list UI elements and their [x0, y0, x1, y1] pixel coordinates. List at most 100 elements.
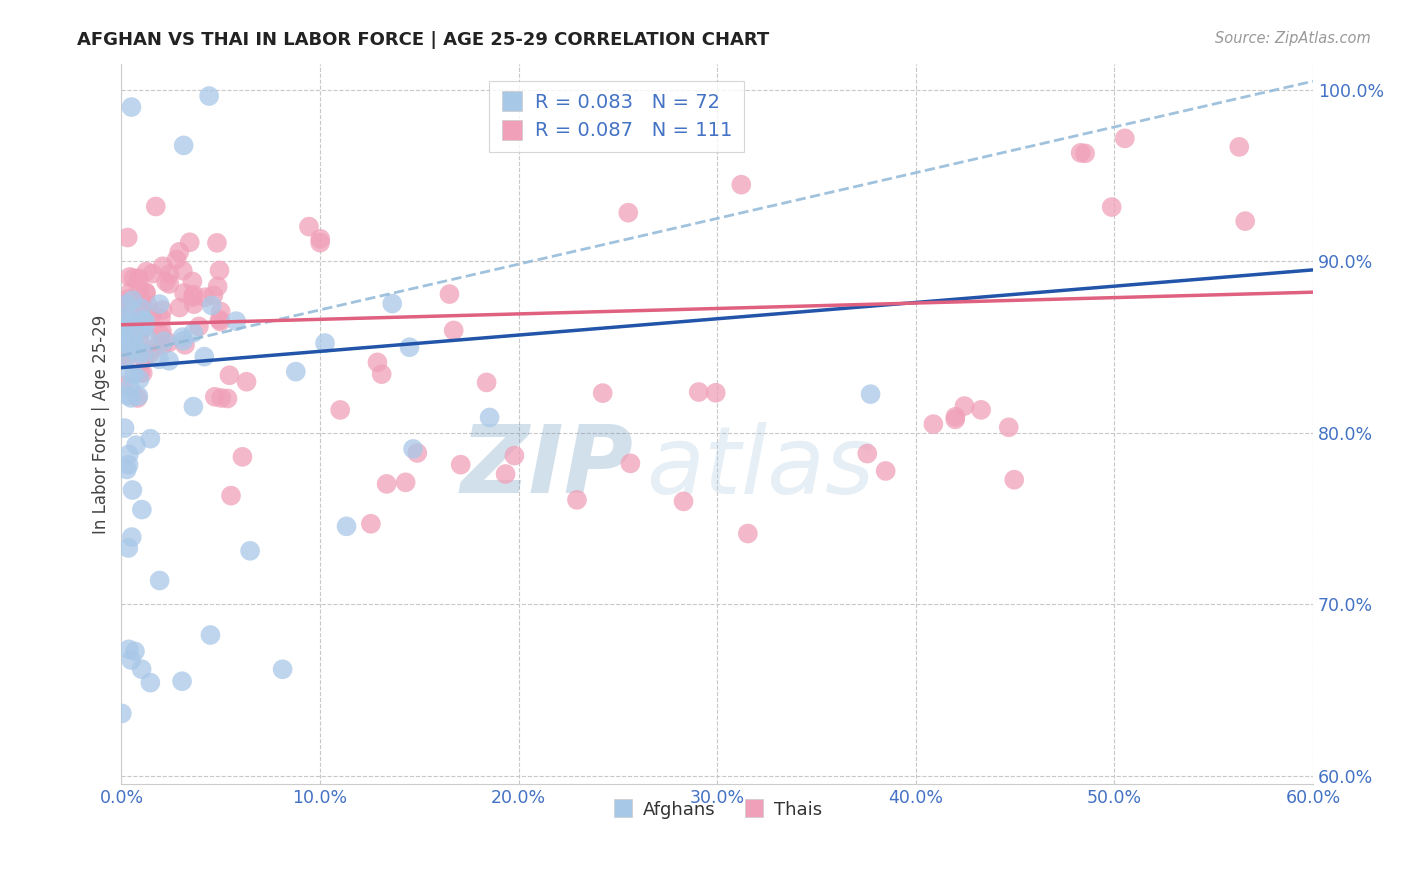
Point	[398, 340, 420, 354]
Point	[152, 338, 174, 352]
Point	[120, 317, 142, 331]
Point	[125, 438, 148, 452]
Point	[134, 315, 156, 329]
Point	[329, 403, 352, 417]
Point	[111, 706, 134, 721]
Point	[381, 296, 404, 310]
Point	[672, 494, 695, 508]
Point	[1114, 131, 1136, 145]
Point	[124, 644, 146, 658]
Point	[136, 332, 159, 346]
Point	[111, 298, 134, 312]
Point	[271, 662, 294, 676]
Point	[181, 274, 204, 288]
Point	[730, 178, 752, 192]
Point	[141, 308, 163, 322]
Point	[118, 458, 141, 472]
Point	[284, 365, 307, 379]
Point	[737, 526, 759, 541]
Point	[173, 286, 195, 301]
Point	[149, 574, 172, 588]
Point	[314, 336, 336, 351]
Point	[298, 219, 321, 234]
Point	[131, 662, 153, 676]
Point	[150, 324, 173, 338]
Point	[205, 235, 228, 250]
Point	[131, 323, 153, 337]
Point	[439, 287, 461, 301]
Point	[970, 402, 993, 417]
Point	[478, 410, 501, 425]
Point	[114, 352, 136, 367]
Point	[181, 326, 204, 340]
Point	[112, 378, 135, 392]
Point	[157, 277, 180, 291]
Point	[183, 287, 205, 301]
Point	[443, 323, 465, 337]
Point	[114, 335, 136, 350]
Point	[118, 314, 141, 328]
Point	[115, 462, 138, 476]
Text: atlas: atlas	[645, 422, 875, 513]
Point	[117, 541, 139, 555]
Point	[159, 267, 181, 281]
Point	[402, 442, 425, 456]
Point	[118, 642, 141, 657]
Point	[592, 386, 614, 401]
Point	[114, 303, 136, 318]
Point	[129, 293, 152, 308]
Point	[202, 288, 225, 302]
Point	[208, 263, 231, 277]
Point	[183, 297, 205, 311]
Point	[235, 375, 257, 389]
Point	[118, 292, 141, 306]
Point	[169, 301, 191, 315]
Point	[943, 412, 966, 426]
Point	[143, 341, 166, 355]
Point	[565, 492, 588, 507]
Point	[503, 449, 526, 463]
Point	[117, 388, 139, 402]
Point	[111, 311, 134, 326]
Point	[945, 409, 967, 424]
Point	[193, 350, 215, 364]
Point	[1234, 214, 1257, 228]
Point	[121, 293, 143, 307]
Point	[150, 311, 173, 326]
Point	[209, 304, 232, 318]
Point	[120, 653, 142, 667]
Point	[450, 458, 472, 472]
Point	[115, 297, 138, 311]
Point	[134, 319, 156, 334]
Point	[953, 399, 976, 413]
Point	[128, 347, 150, 361]
Point	[120, 311, 142, 326]
Text: Source: ZipAtlas.com: Source: ZipAtlas.com	[1215, 31, 1371, 46]
Point	[688, 384, 710, 399]
Point	[200, 628, 222, 642]
Point	[135, 285, 157, 300]
Point	[111, 333, 134, 347]
Point	[475, 376, 498, 390]
Point	[152, 303, 174, 318]
Point	[138, 347, 160, 361]
Point	[1074, 146, 1097, 161]
Point	[118, 269, 141, 284]
Point	[129, 366, 152, 380]
Point	[394, 475, 416, 490]
Y-axis label: In Labor Force | Age 25-29: In Labor Force | Age 25-29	[93, 315, 110, 534]
Point	[121, 483, 143, 497]
Point	[208, 312, 231, 326]
Point	[157, 353, 180, 368]
Point	[128, 271, 150, 285]
Point	[217, 392, 239, 406]
Point	[117, 230, 139, 244]
Point	[118, 447, 141, 461]
Point	[172, 330, 194, 344]
Point	[120, 391, 142, 405]
Point	[170, 674, 193, 689]
Point	[135, 264, 157, 278]
Point	[174, 338, 197, 352]
Text: ZIP: ZIP	[461, 421, 634, 514]
Point	[135, 285, 157, 300]
